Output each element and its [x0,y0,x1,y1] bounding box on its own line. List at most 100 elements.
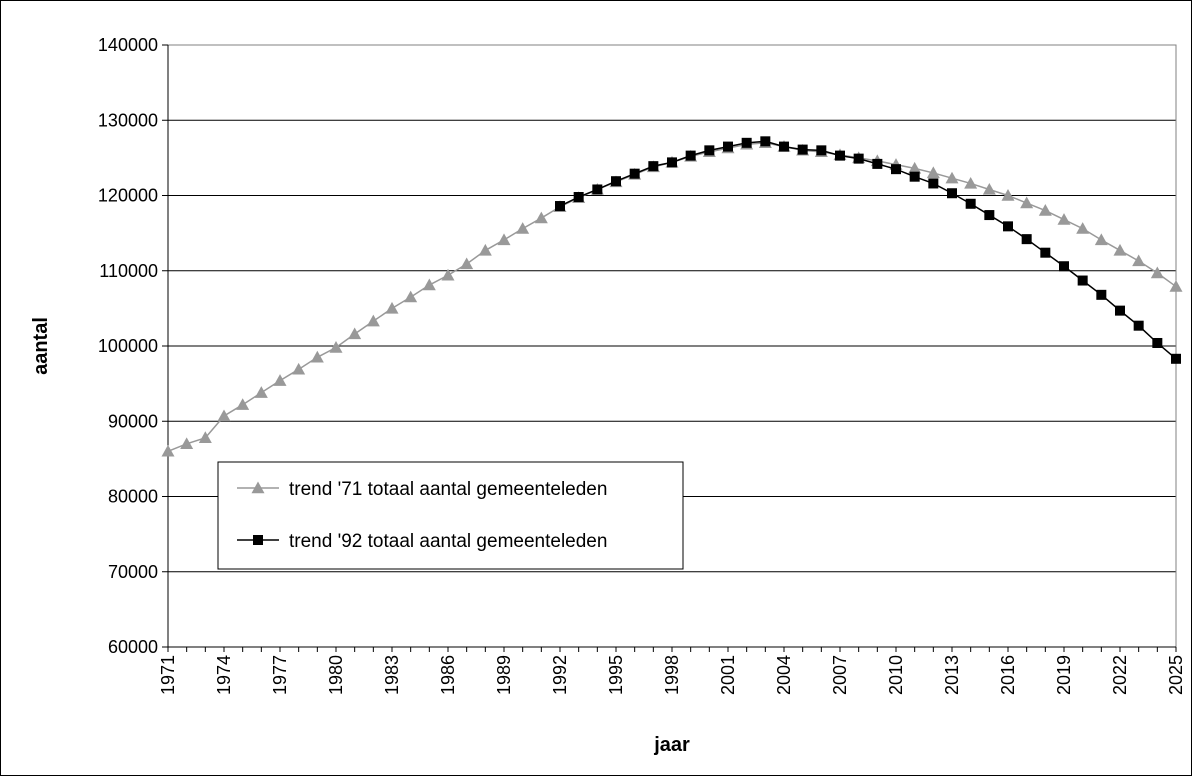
series-2-point-2024 [1152,337,1163,348]
series-1-point-1974 [217,409,231,422]
series-2-point-1993 [573,192,584,203]
series-1-point-2016 [1001,189,1015,201]
series-2-point-2005 [797,144,808,155]
x-tick-label-2013: 2013 [942,655,962,695]
series-2 [555,136,1181,364]
series-1-point-1975 [236,398,250,410]
series-2-point-2025 [1171,353,1181,364]
series-1-point-1990 [516,222,530,234]
x-tick-label-2022: 2022 [1110,655,1130,695]
series-2-point-2004 [779,141,789,152]
series-2-point-2017 [1021,234,1032,245]
x-tick-label-2007: 2007 [830,655,850,695]
series-1-point-1978 [292,362,306,375]
legend-box [217,461,684,570]
y-tick-label-140000: 140000 [98,35,158,55]
series-2-point-2002 [741,137,752,148]
x-tick-label-1992: 1992 [550,655,570,695]
legend-label-1: trend '71 totaal aantal gemeenteleden [289,479,607,500]
series-1-point-1984 [404,290,418,303]
y-axis-title: aantal [30,317,52,375]
series-1-point-1981 [348,327,362,340]
y-tick-label-100000: 100000 [98,336,158,356]
x-tick-label-2010: 2010 [886,655,906,695]
y-tick-label-80000: 80000 [108,487,158,507]
series-2-point-1995 [611,176,621,187]
series-2-point-2021 [1096,289,1107,300]
y-tick-label-70000: 70000 [108,562,158,582]
series-1-point-2022 [1113,243,1127,256]
series-1-point-2024 [1150,266,1164,279]
series-1-point-1972 [180,437,194,450]
series-2-point-2019 [1059,261,1069,272]
series-1-point-1982 [366,314,380,327]
series-2-point-1998 [667,157,677,168]
series-1-point-1973 [198,431,212,444]
series-2-point-2016 [1003,221,1013,232]
x-tick-label-2001: 2001 [718,655,738,695]
series-2-point-2015 [984,210,995,221]
x-axis-title: jaar [653,734,690,756]
series-1-point-1989 [497,233,511,246]
legend-item-2: trend '92 totaal aantal gemeenteleden [237,531,607,552]
series-1-point-1991 [534,211,548,224]
series-2-point-2008 [853,153,864,164]
series-1-point-1986 [441,268,455,281]
series-1-point-1983 [385,301,399,314]
x-tick-label-2016: 2016 [998,655,1018,695]
series-1-point-2013 [945,171,959,184]
legend-item-1: trend '71 totaal aantal gemeenteleden [237,479,607,500]
series-2-point-1996 [629,168,640,179]
series-1-point-2023 [1132,254,1146,267]
legend-items: trend '71 totaal aantal gemeenteleden tre… [237,479,607,552]
x-tick-label-2025: 2025 [1166,655,1186,695]
series-1-point-2012 [926,166,940,179]
series-2-point-1999 [685,150,696,161]
x-tick-label-1986: 1986 [438,655,458,695]
x-tick-label-1980: 1980 [326,655,346,695]
series-2-point-2011 [909,171,920,182]
series-2-point-2014 [965,198,976,209]
series-1-point-1977 [273,374,287,386]
y-tick-labels: 60000 70000 80000 90000 100000 110000 120000 13… [98,35,168,657]
y-tick-label-120000: 120000 [98,186,158,206]
series-1-point-2018 [1038,204,1052,216]
series-2-point-1992 [555,201,565,212]
series-1-point-2011 [908,161,922,174]
series-2-point-2000 [704,145,715,156]
series-1-point-1979 [310,350,324,363]
x-tick-labels: 1971 1974 1977 1980 1983 1986 1989 1992 1995 1998… [158,647,1186,695]
series-2-point-2001 [723,141,733,152]
y-tick-label-110000: 110000 [99,261,158,281]
legend: trend '71 totaal aantal gemeenteleden tre… [217,461,684,570]
series-1-point-1985 [422,278,436,291]
series-1-line [167,142,1177,453]
series-2-point-1997 [648,161,659,172]
series-2-point-2006 [816,145,827,156]
series-2-point-2013 [947,188,957,199]
y-tick-label-130000: 130000 [98,110,158,130]
x-tick-label-2004: 2004 [774,655,794,695]
x-tick-label-1995: 1995 [606,655,626,695]
legend-marker-1 [251,481,265,494]
series-2-point-2022 [1115,305,1125,316]
x-tick-label-1971: 1971 [158,655,178,695]
x-tick-label-1977: 1977 [270,655,290,695]
series-2-point-2012 [928,178,939,189]
series-1 [161,136,1183,457]
series-1-point-1976 [254,386,268,398]
series-1-point-2019 [1057,213,1071,225]
series-2-point-1994 [592,184,603,195]
series-1-point-1987 [460,257,474,270]
x-tick-label-1983: 1983 [382,655,402,695]
series-2-point-2009 [872,158,883,169]
series-2-line [559,140,1177,360]
series-2-point-2020 [1077,275,1088,286]
x-tick-label-2019: 2019 [1054,655,1074,695]
series-1-point-1988 [478,243,492,256]
legend-marker-2 [253,535,263,545]
x-tick-label-1989: 1989 [494,655,514,695]
x-tick-label-1974: 1974 [214,655,234,695]
